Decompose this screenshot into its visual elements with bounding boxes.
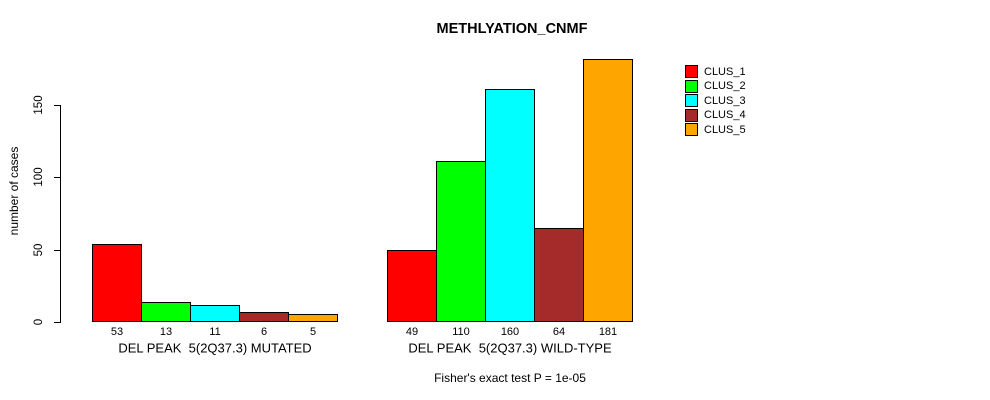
legend-item: CLUS_1 — [685, 65, 746, 78]
bar-clus_1 — [92, 244, 142, 322]
bar-value-label: 181 — [598, 326, 618, 338]
legend-swatch-clus_1 — [685, 65, 698, 78]
y-tick-label: 100 — [33, 167, 45, 187]
x-group-label: DEL PEAK 5(2Q37.3) MUTATED — [118, 340, 312, 356]
y-tick-mark — [54, 249, 60, 251]
y-axis-label: number of cases — [7, 146, 21, 236]
legend-label: CLUS_5 — [704, 123, 746, 136]
bar-value-label: 160 — [500, 326, 520, 338]
bar-value-label: 49 — [405, 326, 419, 338]
legend-label: CLUS_3 — [704, 94, 746, 107]
y-tick-mark — [54, 322, 60, 323]
bar-value-label: 6 — [260, 326, 268, 338]
legend-swatch-clus_2 — [685, 79, 698, 93]
bar-clus_2 — [141, 302, 191, 322]
legend-swatch-clus_4 — [685, 108, 698, 122]
legend-item: CLUS_2 — [685, 79, 746, 93]
y-tick-label: 0 — [33, 318, 45, 326]
bar-clus_1 — [387, 250, 437, 322]
bar-value-label: 5 — [309, 326, 317, 338]
bar-value-label: 13 — [159, 326, 173, 338]
legend-item: CLUS_5 — [685, 123, 746, 137]
legend-label: CLUS_4 — [704, 109, 746, 122]
bar-clus_4 — [534, 228, 584, 322]
bar-clus_3 — [190, 305, 240, 322]
y-tick-label: 50 — [33, 243, 45, 256]
legend-item: CLUS_3 — [685, 94, 746, 108]
chart-title: METHLYATION_CNMF — [436, 21, 588, 37]
bar-value-label: 53 — [110, 326, 124, 338]
bar-clus_4 — [239, 312, 289, 322]
x-group-label: DEL PEAK 5(2Q37.3) WILD-TYPE — [408, 340, 612, 356]
bar-clus_3 — [485, 89, 535, 322]
legend-item: CLUS_4 — [685, 108, 746, 122]
bar-value-label: 11 — [209, 326, 221, 338]
annotation-text: Fisher's exact test P = 1e-05 — [434, 371, 586, 385]
legend-label: CLUS_2 — [704, 80, 746, 93]
y-tick-label: 150 — [33, 94, 45, 115]
bar-clus_2 — [436, 161, 486, 322]
y-axis-line — [60, 104, 61, 323]
bar-value-label: 110 — [452, 326, 470, 338]
y-tick-mark — [54, 104, 60, 106]
bar-value-label: 64 — [552, 326, 566, 338]
legend-swatch-clus_5 — [685, 123, 698, 137]
legend-swatch-clus_3 — [685, 94, 698, 108]
legend-label: CLUS_1 — [704, 65, 746, 78]
y-tick-mark — [54, 177, 60, 178]
bar-clus_5 — [583, 59, 633, 322]
bar-clus_5 — [288, 314, 338, 322]
